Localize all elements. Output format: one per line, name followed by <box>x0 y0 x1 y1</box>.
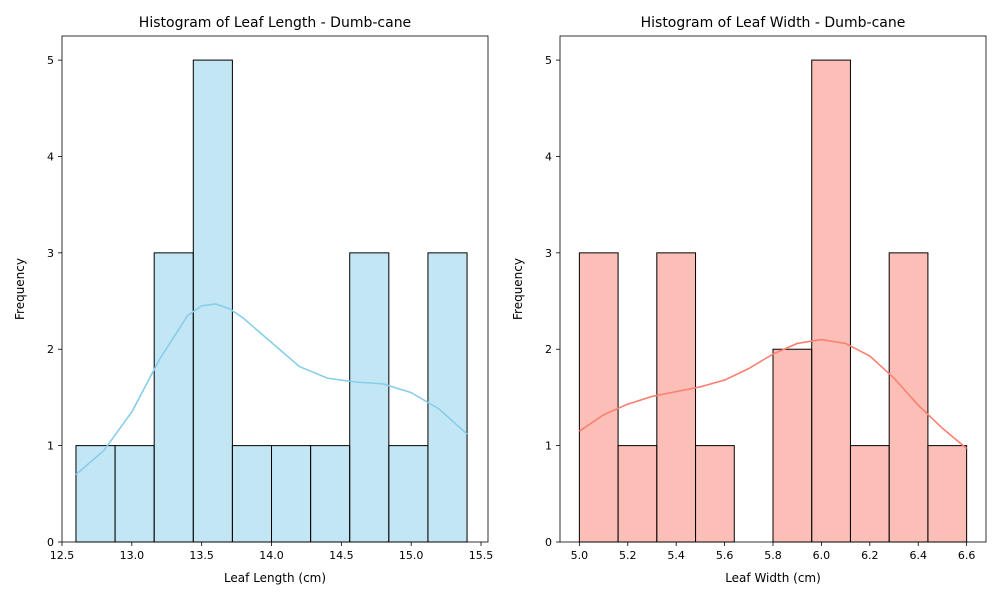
x-tick-label: 6.4 <box>909 549 927 562</box>
histogram-bar <box>849 445 890 543</box>
x-tick-label: 15.5 <box>469 549 494 562</box>
chart-panel-leaf-length: 12.5 13.0 13.5 14.0 14.5 15.0 15.5 0 1 2 3 4 5 Histog… <box>13 15 493 585</box>
histogram-bar <box>617 445 658 543</box>
histogram-bar <box>310 445 351 543</box>
kde-curve <box>75 303 468 476</box>
histogram-bar <box>888 252 929 543</box>
x-tick-label: 5.2 <box>619 549 637 562</box>
x-tick-label: 6.0 <box>813 549 831 562</box>
x-tick-label: 13.5 <box>189 549 214 562</box>
x-tick-label: 14.5 <box>329 549 354 562</box>
histogram-bar <box>388 445 429 543</box>
y-tick-label: 4 <box>47 150 54 163</box>
x-tick-label: 6.2 <box>861 549 879 562</box>
histogram-bar <box>695 445 735 543</box>
histogram-bar <box>271 445 312 543</box>
x-tick-label: 5.6 <box>716 549 734 562</box>
histogram-bar <box>231 445 273 543</box>
y-tick-label: 2 <box>47 343 54 356</box>
x-tick-label: 13.0 <box>120 549 145 562</box>
x-tick-label: 14.0 <box>259 549 284 562</box>
histogram-bar <box>349 252 390 543</box>
y-tick-label: 3 <box>545 247 552 260</box>
y-axis-label: Frequency <box>511 258 525 320</box>
histogram-bar <box>153 252 194 543</box>
x-tick-label: 5.0 <box>571 549 589 562</box>
histogram-bar <box>192 59 233 543</box>
y-tick-label: 1 <box>545 440 552 453</box>
x-tick-label: 5.8 <box>764 549 782 562</box>
y-tick-label: 5 <box>47 54 54 67</box>
y-tick-label: 0 <box>545 536 552 549</box>
y-tick-label: 0 <box>47 536 54 549</box>
histogram-bar <box>811 59 851 543</box>
kde-curve <box>578 338 968 450</box>
chart-panel-leaf-width: 5.0 5.2 5.4 5.6 5.8 6.0 6.2 6.4 6.6 0 1 2 3 4 5 Histogr… <box>511 15 987 585</box>
x-tick-label: 5.4 <box>667 549 685 562</box>
y-axis-label: Frequency <box>13 258 27 320</box>
histogram-bar <box>927 445 968 543</box>
y-tick-label: 5 <box>545 54 552 67</box>
x-tick-label: 15.0 <box>399 549 424 562</box>
y-tick-label: 1 <box>47 440 54 453</box>
axes-frame <box>61 35 489 543</box>
histogram-bar <box>772 348 813 543</box>
y-tick-label: 4 <box>545 150 552 163</box>
x-tick-label: 12.5 <box>50 549 75 562</box>
x-axis-label: Leaf Length (cm) <box>224 571 326 585</box>
histogram-bar <box>656 252 697 543</box>
histogram-bar <box>578 252 619 543</box>
x-axis-label: Leaf Width (cm) <box>725 571 821 585</box>
histogram-bar <box>427 252 468 543</box>
chart-title: Histogram of Leaf Length - Dumb-cane <box>139 15 411 31</box>
x-tick-label: 6.6 <box>958 549 976 562</box>
histogram-bar <box>114 445 155 543</box>
histogram-bar <box>75 445 116 543</box>
y-tick-label: 3 <box>47 247 54 260</box>
y-tick-label: 2 <box>545 343 552 356</box>
chart-title: Histogram of Leaf Width - Dumb-cane <box>641 15 906 31</box>
